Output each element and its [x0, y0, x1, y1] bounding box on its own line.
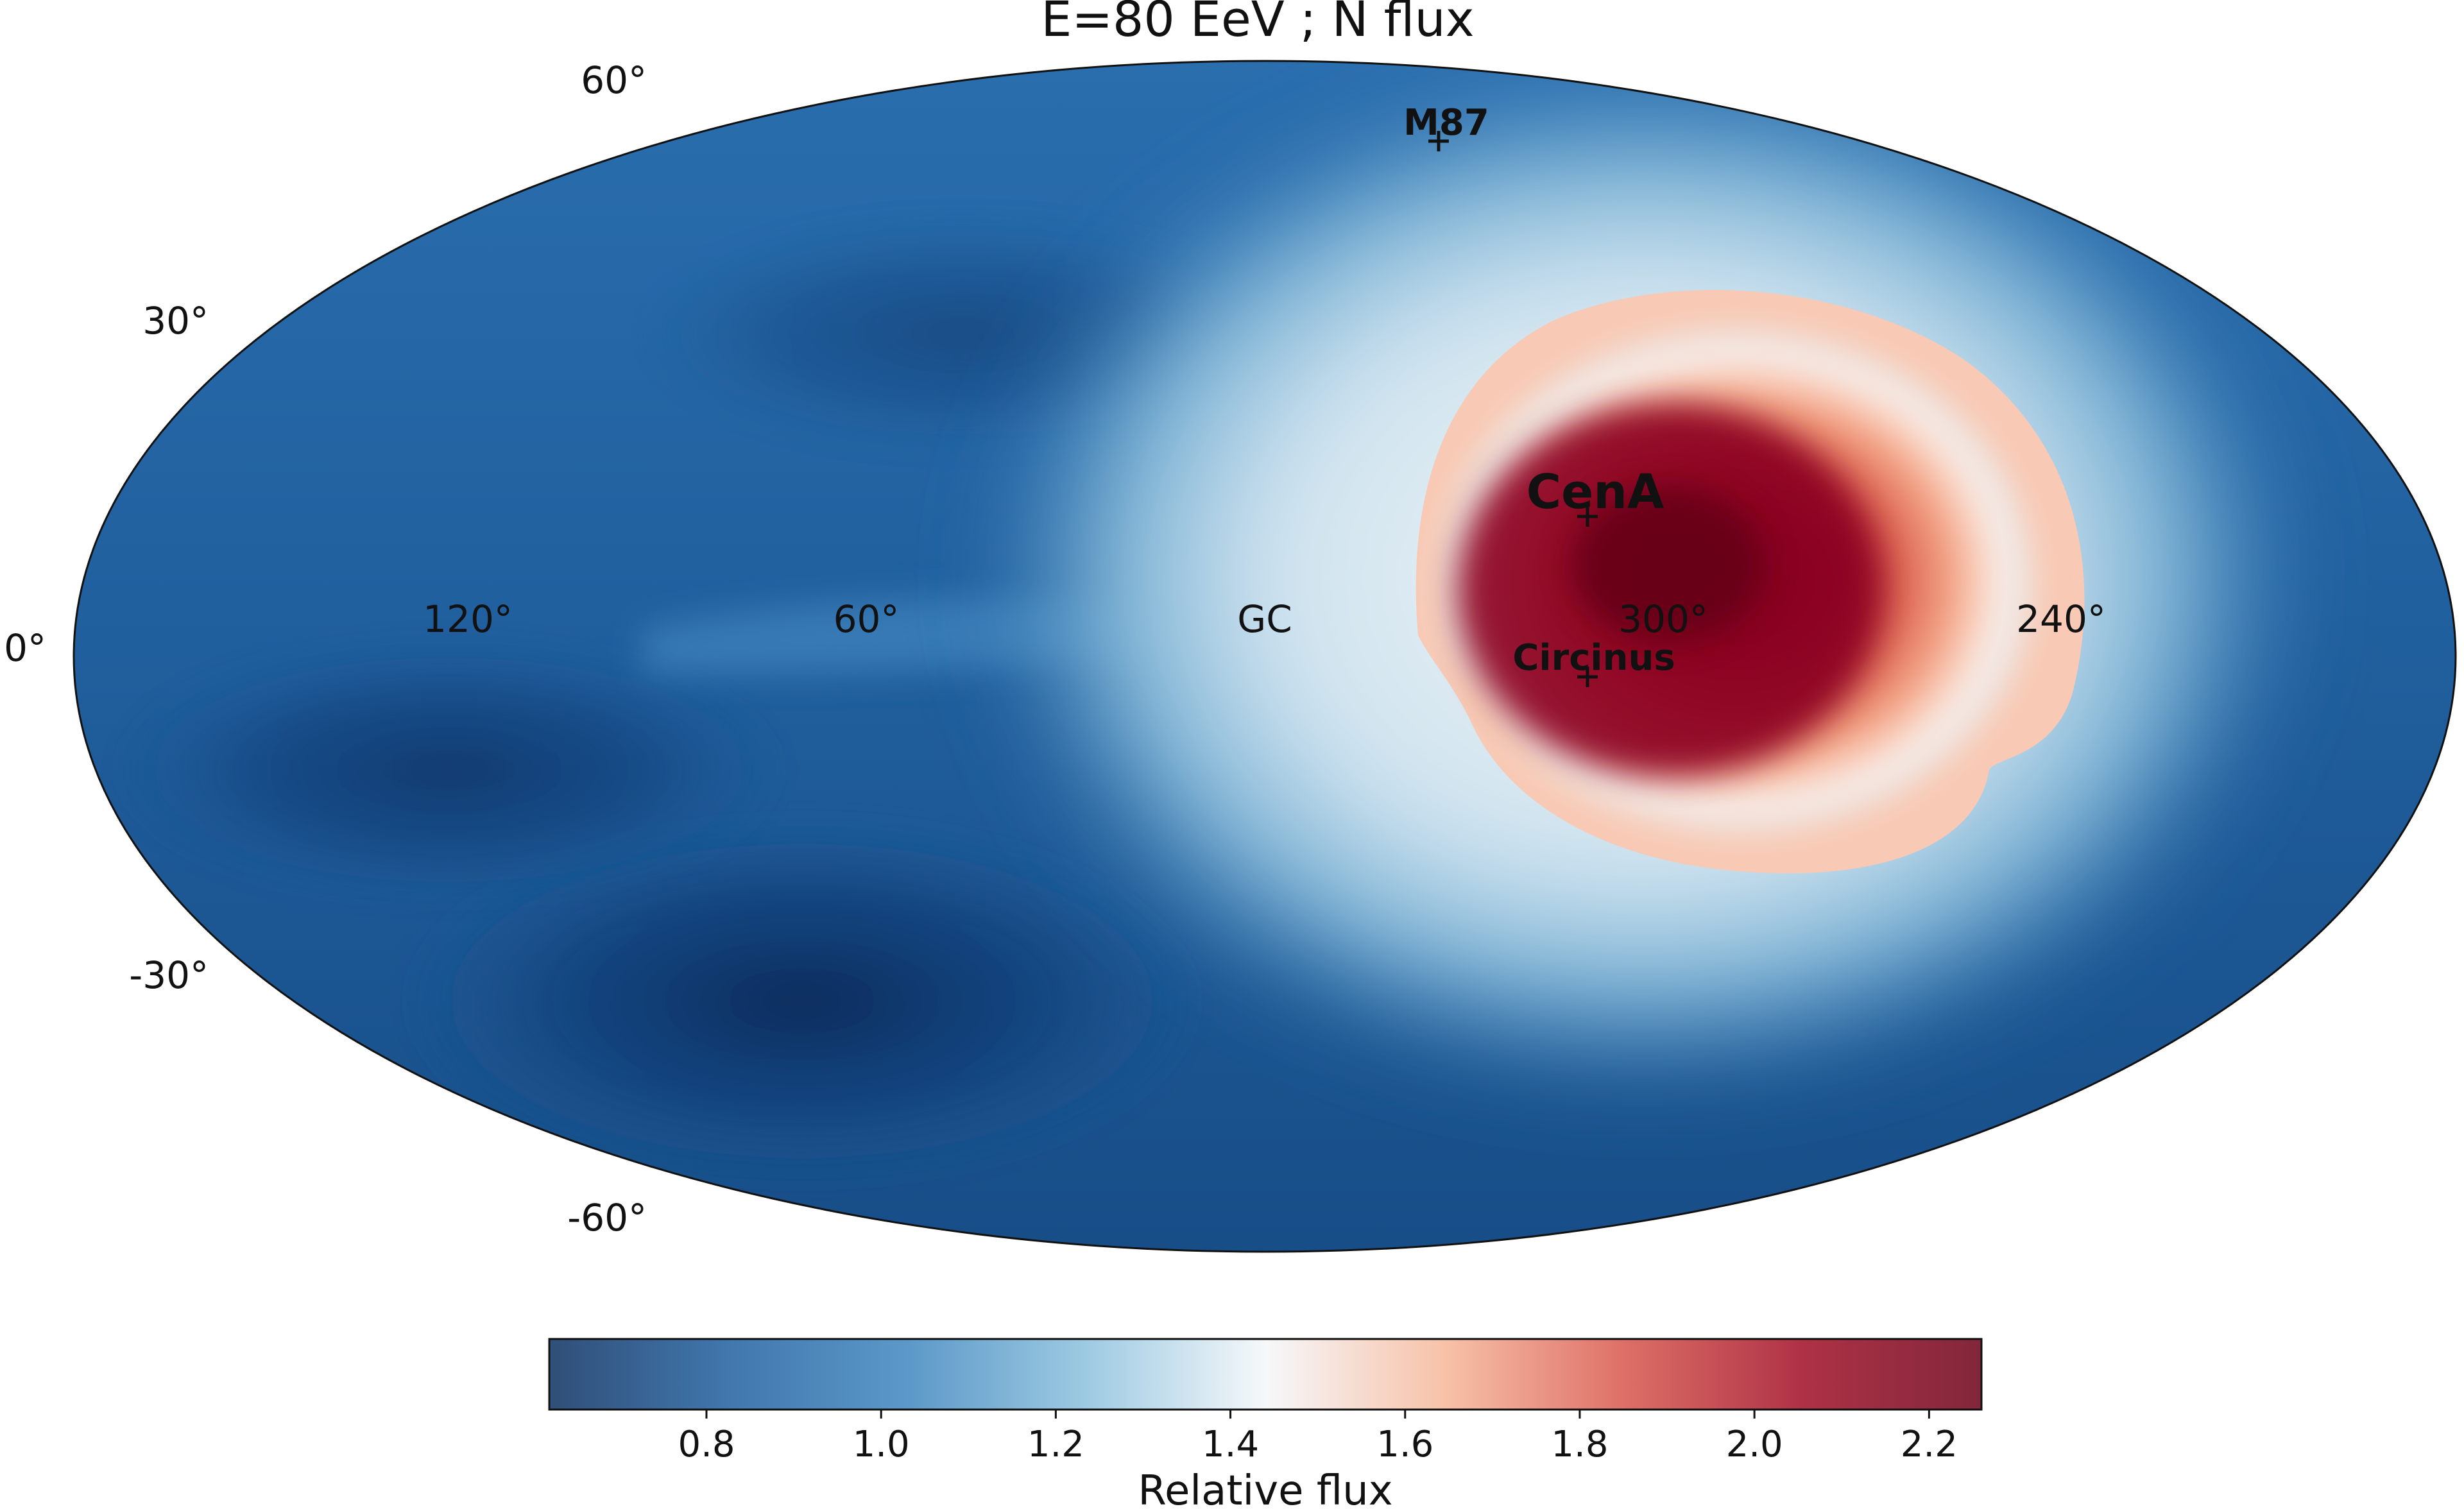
- latitude-label: 30°: [142, 299, 209, 343]
- colorbar-tick-label: 1.4: [1202, 1424, 1259, 1465]
- colorbar-fill: [549, 1339, 1981, 1410]
- source-label: Circinus: [1512, 637, 1675, 679]
- low-flux-region: [404, 821, 1200, 1181]
- colorbar-label: Relative flux: [1138, 1467, 1392, 1509]
- source-marker: [1577, 667, 1598, 687]
- latitude-label: 0°: [4, 626, 46, 670]
- source-label: CenA: [1527, 465, 1664, 520]
- latitude-label: -60°: [567, 1196, 647, 1240]
- colorbar-tick-label: 1.2: [1027, 1424, 1084, 1465]
- longitude-label: 60°: [834, 597, 900, 641]
- longitude-label: 240°: [2016, 597, 2106, 641]
- colorbar-outline: [548, 1338, 1983, 1411]
- colorbar-tick-label: 1.8: [1551, 1424, 1608, 1465]
- colorbar-tick-label: 1.6: [1376, 1424, 1433, 1465]
- longitude-label: 120°: [423, 597, 513, 641]
- source-marker: [1577, 506, 1598, 527]
- hotspot-peak: [1572, 488, 1765, 642]
- colorbar-tick-label: 2.2: [1901, 1424, 1958, 1465]
- skymap: [74, 61, 2456, 1252]
- colorbar-tick-label: 2.0: [1726, 1424, 1783, 1465]
- source-marker: [1428, 131, 1449, 151]
- longitude-label: GC: [1237, 597, 1292, 641]
- latitude-label: -30°: [129, 953, 209, 997]
- chart-title: E=80 EeV ; N flux: [1041, 0, 1474, 47]
- latitude-label: 60°: [581, 58, 647, 102]
- colorbar-tick-label: 1.0: [853, 1424, 910, 1465]
- source-m87: M87: [1403, 102, 1489, 151]
- source-label: M87: [1403, 102, 1489, 144]
- colorbar-tick-label: 0.8: [678, 1424, 735, 1465]
- source-circinus: Circinus: [1512, 637, 1675, 687]
- colorbar: 0.8 1.0 1.2 1.4 1.6 1.8 2.0 2.2 Relative flux: [548, 1338, 1983, 1509]
- source-cena: CenA: [1527, 465, 1664, 527]
- longitude-label: 300°: [1618, 597, 1708, 641]
- low-flux-region: [116, 642, 783, 898]
- colorbar-ticks: 0.8 1.0 1.2 1.4 1.6 1.8 2.0 2.2: [678, 1410, 1958, 1465]
- skymap-outline: [73, 60, 2457, 1253]
